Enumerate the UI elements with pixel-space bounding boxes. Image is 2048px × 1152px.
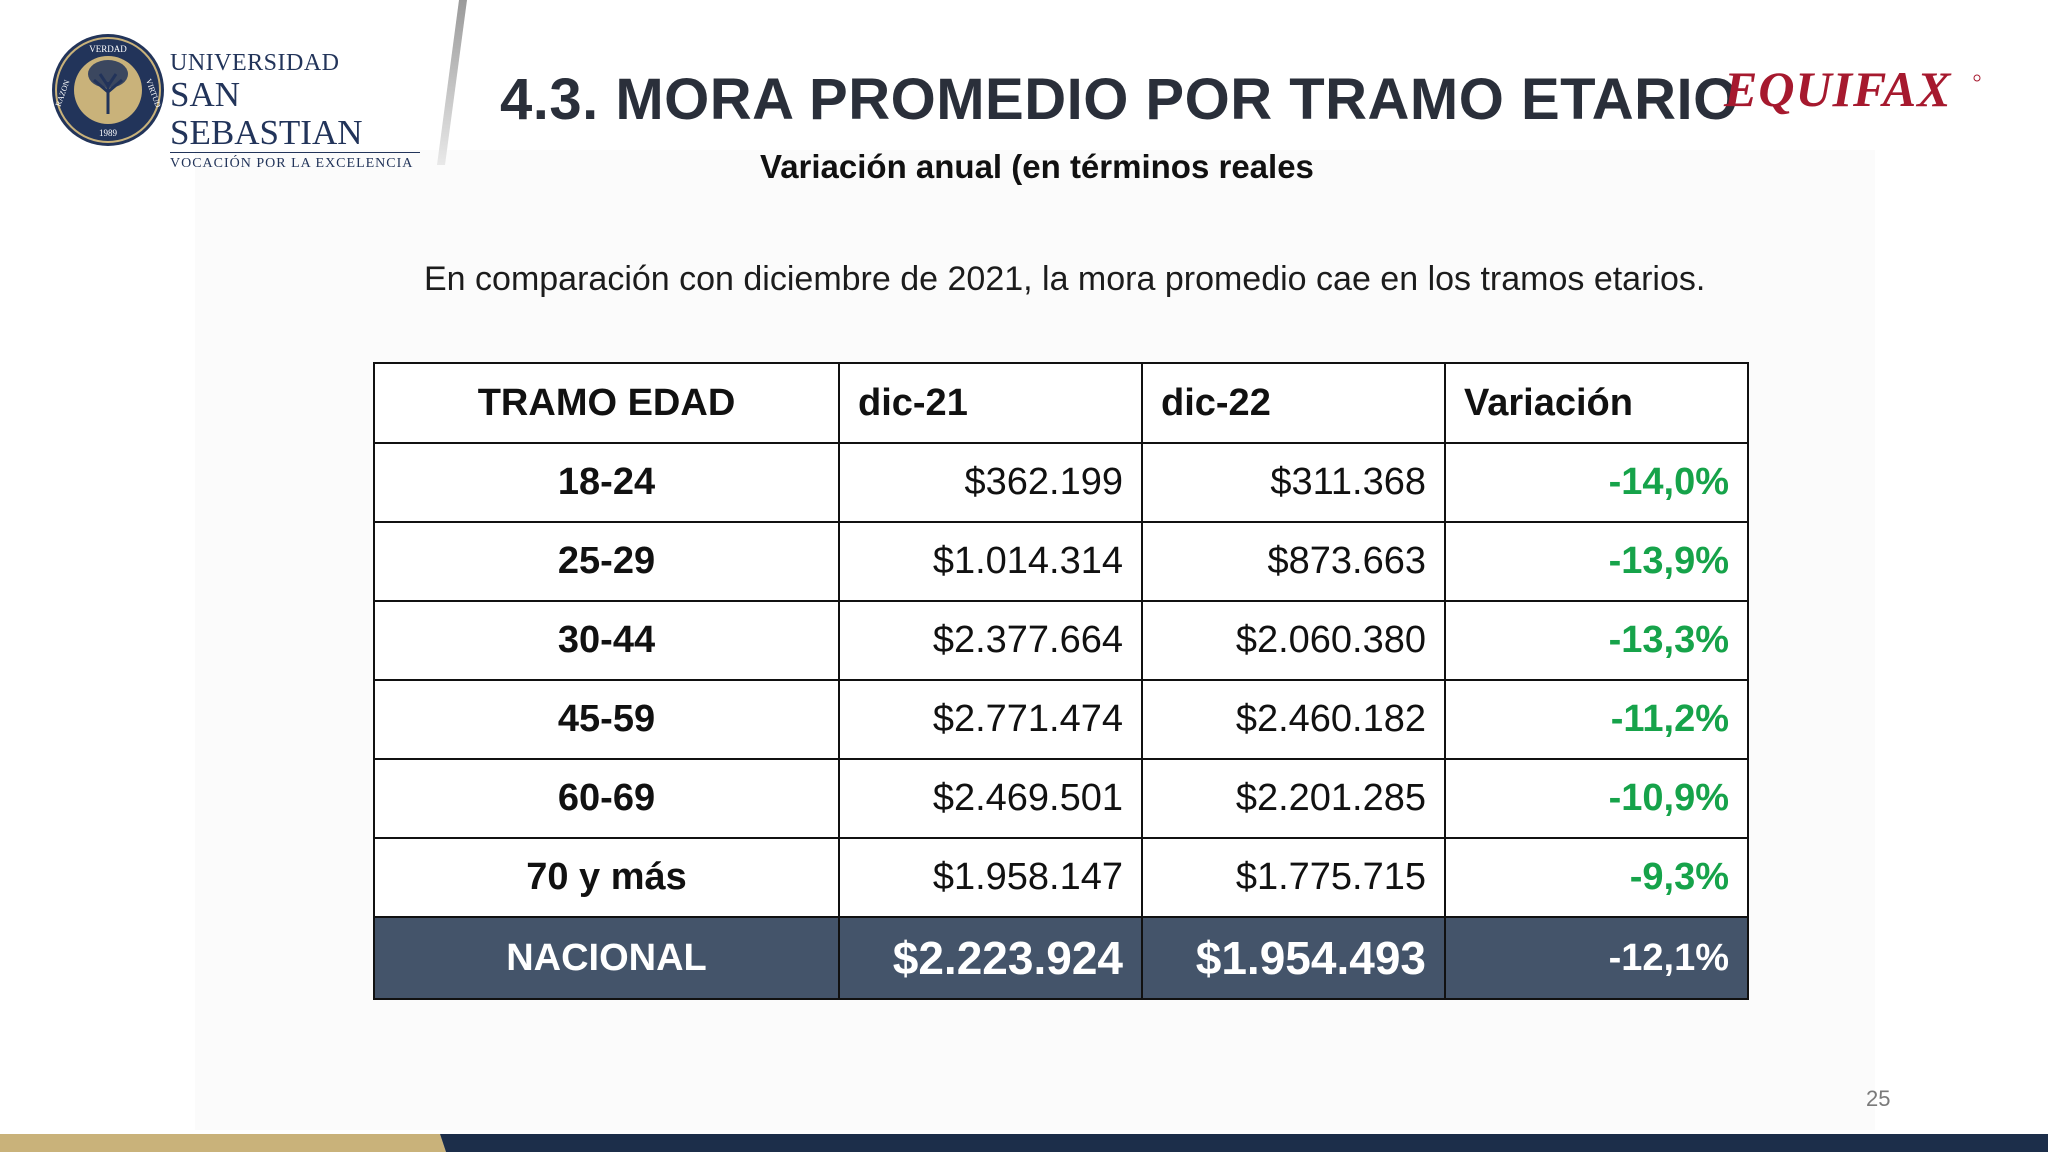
table-row: 45-59 $2.771.474 $2.460.182 -11,2%	[373, 679, 1749, 760]
total-variacion-cell: -12,1%	[1444, 916, 1749, 1000]
dic22-cell: $1.775.715	[1141, 837, 1446, 918]
header-dic-22: dic-22	[1141, 362, 1446, 444]
svg-text:EQUIFAX: EQUIFAX	[1723, 61, 1952, 117]
logo-line-san-sebastian: SAN SEBASTIAN	[170, 75, 363, 152]
dic21-cell: $362.199	[838, 442, 1143, 523]
variacion-cell: -9,3%	[1444, 837, 1749, 918]
total-tramo-cell: NACIONAL	[373, 916, 840, 1000]
dic22-cell: $311.368	[1141, 442, 1446, 523]
dic21-cell: $2.771.474	[838, 679, 1143, 760]
page-title: 4.3. MORA PROMEDIO POR TRAMO ETARIO	[500, 67, 1739, 132]
svg-text:1989: 1989	[99, 128, 118, 138]
variacion-cell: -11,2%	[1444, 679, 1749, 760]
header-divider	[437, 0, 467, 165]
tramo-cell: 60-69	[373, 758, 840, 839]
tramo-cell: 25-29	[373, 521, 840, 602]
tramo-cell: 30-44	[373, 600, 840, 681]
logo-line-tagline: VOCACIÓN POR LA EXCELENCIA	[170, 152, 420, 173]
footer-bar	[0, 1134, 2048, 1152]
intro-text: En comparación con diciembre de 2021, la…	[424, 260, 1706, 298]
tramo-cell: 18-24	[373, 442, 840, 523]
dic21-cell: $1.958.147	[838, 837, 1143, 918]
logo-line-universidad: UNIVERSIDAD	[170, 50, 340, 76]
header-variacion: Variación	[1444, 362, 1749, 444]
total-dic22-cell: $1.954.493	[1141, 916, 1446, 1000]
mora-table: TRAMO EDAD dic-21 dic-22 Variación 18-24…	[373, 362, 1749, 1000]
university-seal-icon: VERDAD RAZON VIRTUD 1989	[52, 34, 164, 146]
dic22-cell: $2.201.285	[1141, 758, 1446, 839]
dic22-cell: $2.060.380	[1141, 600, 1446, 681]
variacion-cell: -10,9%	[1444, 758, 1749, 839]
dic21-cell: $1.014.314	[838, 521, 1143, 602]
table-row: 60-69 $2.469.501 $2.201.285 -10,9%	[373, 758, 1749, 839]
dic21-cell: $2.377.664	[838, 600, 1143, 681]
dic22-cell: $2.460.182	[1141, 679, 1446, 760]
table-total-row: NACIONAL $2.223.924 $1.954.493 -12,1%	[373, 916, 1749, 1000]
universidad-logo: VERDAD RAZON VIRTUD 1989 UNIVERSIDAD SAN…	[50, 32, 420, 171]
dic21-cell: $2.469.501	[838, 758, 1143, 839]
header-tramo-edad: TRAMO EDAD	[373, 362, 840, 444]
variacion-cell: -13,9%	[1444, 521, 1749, 602]
table-row: 18-24 $362.199 $311.368 -14,0%	[373, 442, 1749, 523]
page-subtitle: Variación anual (en términos reales	[760, 148, 1314, 185]
header-dic-21: dic-21	[838, 362, 1143, 444]
svg-text:VERDAD: VERDAD	[89, 44, 127, 54]
tramo-cell: 70 y más	[373, 837, 840, 918]
variacion-cell: -14,0%	[1444, 442, 1749, 523]
tramo-cell: 45-59	[373, 679, 840, 760]
total-dic21-cell: $2.223.924	[838, 916, 1143, 1000]
table-header-row: TRAMO EDAD dic-21 dic-22 Variación	[373, 362, 1749, 444]
table-row: 30-44 $2.377.664 $2.060.380 -13,3%	[373, 600, 1749, 681]
table-row: 70 y más $1.958.147 $1.775.715 -9,3%	[373, 837, 1749, 918]
variacion-cell: -13,3%	[1444, 600, 1749, 681]
equifax-logo: EQUIFAX	[1723, 61, 1981, 117]
page-number: 25	[1866, 1086, 1891, 1111]
table-row: 25-29 $1.014.314 $873.663 -13,9%	[373, 521, 1749, 602]
dic22-cell: $873.663	[1141, 521, 1446, 602]
